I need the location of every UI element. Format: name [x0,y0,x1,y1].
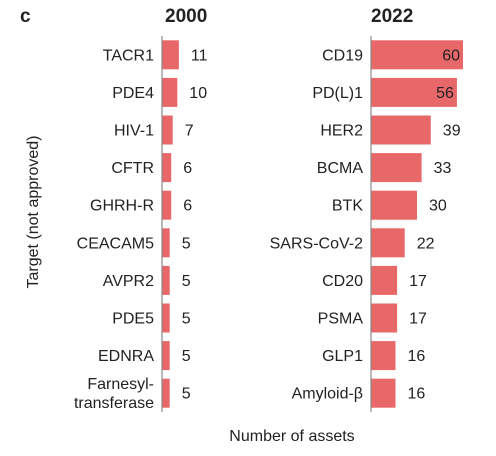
bar [162,153,172,183]
bar [162,40,179,70]
panel-2022: 2022 CD19 60 PD(L)1 56 HER2 39 BCMA 33 BTK 30 SARS-… [270,6,463,412]
category-label: TACR1 [103,47,154,64]
value-label: 5 [182,348,191,365]
bar [162,190,172,220]
category-label: EDNRA [98,348,154,365]
category-label: GHRH-R [90,198,154,215]
category-label: CD19 [322,47,363,64]
category-label: CD20 [322,273,363,290]
bar [371,115,431,145]
panel-2000: 2000 TACR1 11 PDE4 10 HIV-1 7 CFTR 6 GHRH-R 6 CEACA… [74,6,208,412]
category-label: Farnesyl-transferase [74,376,154,412]
value-label: 7 [185,123,194,140]
category-label: SARS-CoV-2 [270,235,363,252]
category-label: GLP1 [322,348,363,365]
category-label: HIV-1 [114,123,154,140]
value-label: 60 [442,47,460,64]
category-label: PDE4 [112,85,154,102]
bar [162,378,170,408]
value-label: 17 [409,273,427,290]
value-label: 10 [189,85,207,102]
category-label: PDE5 [112,311,154,328]
category-label: HER2 [320,123,363,140]
panel-title: 2000 [165,6,207,27]
bar [371,265,398,295]
category-label: CFTR [111,160,154,177]
bar [371,303,398,333]
category-label: CEACAM5 [77,235,154,252]
value-label: 5 [182,311,191,328]
value-label: 16 [408,348,426,365]
bar [162,303,170,333]
value-label: 16 [408,386,426,403]
category-label: Amyloid-β [292,386,363,403]
bar [371,378,396,408]
category-label: BCMA [317,160,364,177]
value-label: 39 [443,123,461,140]
value-label: 5 [182,386,191,403]
bar [371,77,457,107]
bar [371,341,396,371]
panel-label: c [20,6,31,27]
value-label: 56 [436,85,454,102]
bar [162,265,170,295]
value-label: 17 [409,311,427,328]
value-label: 6 [183,198,192,215]
bar [162,341,170,371]
panel-title: 2022 [371,6,413,27]
x-axis-label: Number of assets [229,428,354,445]
bar [162,115,173,145]
value-label: 11 [191,47,208,64]
category-label: BTK [332,198,363,215]
value-label: 30 [429,198,447,215]
value-label: 5 [182,273,191,290]
category-label: PD(L)1 [312,85,363,102]
bar [162,228,170,258]
bar [162,77,178,107]
bar [371,190,417,220]
category-label: PSMA [318,311,364,328]
category-label: AVPR2 [103,273,154,290]
bar [371,40,463,70]
value-label: 33 [434,160,452,177]
value-label: 22 [417,235,435,252]
value-label: 5 [182,235,191,252]
value-label: 6 [183,160,192,177]
bar [371,228,405,258]
bar [371,153,422,183]
y-axis-label: Target (not approved) [25,136,42,289]
